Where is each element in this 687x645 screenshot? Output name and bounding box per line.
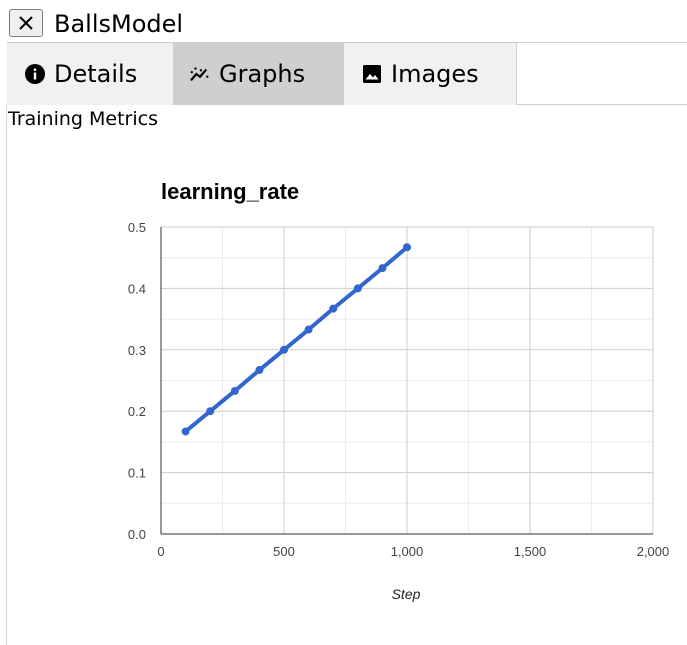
- y-tick-label: 0.2: [128, 404, 146, 419]
- data-point: [230, 386, 239, 395]
- chart-title: learning_rate: [161, 179, 299, 204]
- x-tick-label: 1,500: [514, 544, 547, 559]
- data-point: [255, 366, 264, 375]
- window-title: BallsModel: [54, 10, 184, 38]
- y-tick-label: 0.1: [128, 466, 146, 481]
- tab-bar: Details Graphs Images: [7, 42, 687, 105]
- image-icon: [362, 64, 382, 84]
- tab-images[interactable]: Images: [344, 43, 517, 105]
- tab-details-label: Details: [54, 60, 138, 88]
- data-point: [304, 325, 313, 334]
- data-point: [206, 407, 215, 416]
- close-button[interactable]: [9, 9, 43, 37]
- learning-rate-chart: 0.0 0.1 0.2 0.3 0.4 0.5 0 500 1,000 1,500 2,000 lea…: [128, 179, 670, 602]
- panel-divider: [6, 105, 7, 645]
- y-tick-label: 0.3: [128, 343, 146, 358]
- tab-graphs[interactable]: Graphs: [173, 43, 344, 105]
- line-chart-icon: [190, 64, 210, 84]
- y-tick-label: 0.4: [128, 281, 146, 296]
- data-point: [181, 427, 190, 436]
- close-icon: [19, 16, 33, 30]
- x-axis-label: Step: [392, 586, 421, 602]
- data-point: [353, 284, 362, 293]
- y-tick-label: 0.5: [128, 220, 146, 235]
- title-bar: BallsModel: [0, 0, 687, 42]
- x-tick-label: 0: [157, 544, 164, 559]
- data-point: [378, 264, 387, 273]
- x-tick-label: 500: [273, 544, 295, 559]
- y-tick-label: 0.0: [128, 527, 146, 542]
- section-label: Training Metrics: [8, 108, 158, 130]
- data-point: [403, 243, 411, 252]
- data-point: [280, 345, 288, 354]
- x-tick-label: 1,000: [391, 544, 424, 559]
- info-icon: [25, 64, 45, 84]
- tab-images-label: Images: [391, 60, 479, 88]
- x-tick-label: 2,000: [637, 544, 670, 559]
- tab-details[interactable]: Details: [7, 43, 173, 105]
- data-point: [329, 304, 338, 313]
- series-line: [183, 245, 409, 434]
- tab-graphs-label: Graphs: [219, 60, 306, 88]
